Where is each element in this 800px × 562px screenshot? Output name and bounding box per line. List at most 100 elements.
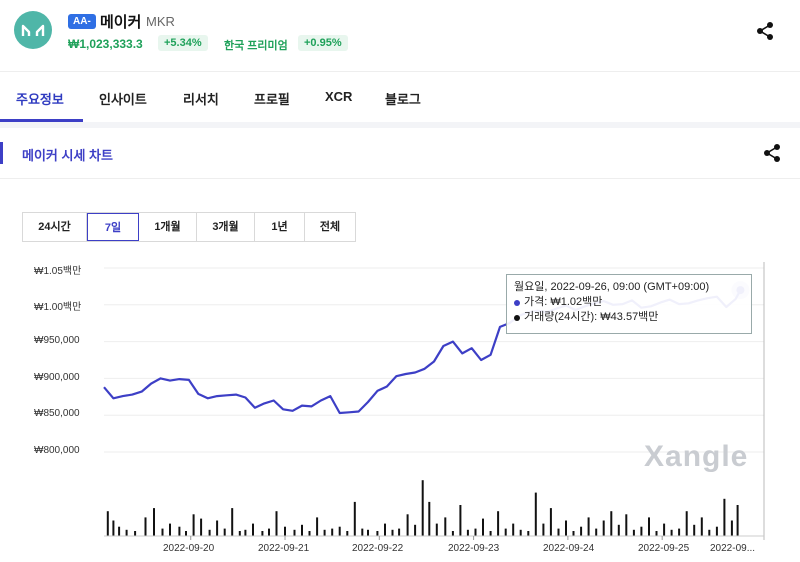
volume-bar (466, 529, 469, 536)
volume-bar (572, 531, 575, 536)
volume-bar (640, 526, 643, 536)
x-tick-label: 2022-09-25 (638, 543, 690, 554)
volume-bar (527, 531, 530, 536)
y-tick-label: ₩900,000 (34, 372, 80, 383)
price-chart-section-header: 메이커 시세 차트 (0, 128, 800, 179)
range-1m-button[interactable]: 1개월 (139, 213, 197, 241)
volume-bar (557, 528, 560, 536)
volume-bar (391, 529, 394, 536)
coin-header: AA- 메이커 MKR ₩1,023,333.3 +5.34% 한국 프리미엄 … (0, 0, 800, 70)
tab-profile[interactable]: 프로필 (254, 92, 290, 107)
volume-bar (338, 526, 341, 536)
range-selector: 24시간 7일 1개월 3개월 1년 전체 (22, 212, 356, 242)
volume-bar (252, 523, 254, 536)
volume-bar (284, 526, 286, 536)
volume-bar (293, 529, 296, 536)
volume-bar (118, 526, 121, 536)
volume-bar (580, 526, 583, 536)
tab-research[interactable]: 리서치 (183, 92, 219, 107)
chart-grid (104, 267, 764, 453)
volume-bar (715, 526, 718, 536)
volume-bar (700, 517, 703, 536)
volume-bar (685, 511, 688, 536)
volume-bar (301, 524, 303, 536)
y-tick-label: ₩800,000 (34, 445, 80, 456)
volume-bar (534, 492, 537, 536)
coin-symbol: MKR (146, 14, 175, 29)
tooltip-volume-row: 거래량(24시간): ₩43.57백만 (514, 310, 744, 325)
volume-bar (497, 511, 500, 536)
volume-bar (178, 526, 181, 536)
x-tick-label: 2022-09-24 (543, 543, 595, 554)
volume-bar (238, 531, 241, 536)
volume-bar (632, 529, 635, 536)
range-7d-button[interactable]: 7일 (87, 213, 139, 241)
volume-bar (610, 511, 613, 536)
tab-blog[interactable]: 블로그 (385, 92, 421, 107)
coin-price: ₩1,023,333.3 (68, 37, 143, 51)
volume-bar (730, 520, 733, 536)
volume-bar (153, 508, 155, 536)
volume-bar (459, 505, 462, 536)
volume-bar (474, 528, 477, 536)
range-1y-button[interactable]: 1년 (255, 213, 305, 241)
volume-bar (519, 529, 522, 536)
volume-bar (216, 520, 219, 536)
volume-bars (106, 480, 739, 536)
x-tick-label: 2022-09... (710, 543, 756, 554)
share-icon[interactable] (761, 142, 783, 164)
volume-bar (384, 523, 386, 536)
volume-bar (244, 529, 247, 536)
y-tick-label: ₩1.00백만 (34, 302, 82, 313)
range-3m-button[interactable]: 3개월 (197, 213, 255, 241)
volume-bar (708, 529, 711, 536)
volume-bar (134, 531, 137, 536)
volume-bar (655, 531, 658, 536)
volume-bar (398, 528, 401, 536)
active-tab-indicator (0, 119, 83, 122)
volume-bar (435, 523, 438, 536)
tab-xcr[interactable]: XCR (325, 89, 353, 104)
range-24h-button[interactable]: 24시간 (23, 213, 87, 241)
volume-bar (602, 520, 605, 536)
tooltip-price: 가격: ₩1.02백만 (524, 296, 603, 308)
volume-bar (200, 518, 203, 536)
volume-bar (587, 517, 590, 536)
volume-bar (231, 508, 234, 536)
volume-bar (678, 528, 681, 536)
price-change-badge: +5.34% (158, 35, 208, 51)
volume-bar (144, 517, 147, 536)
x-tick-label: 2022-09-22 (352, 543, 404, 554)
volume-bar (353, 501, 356, 536)
volume-bar (125, 529, 128, 536)
x-tick-label: 2022-09-21 (258, 543, 310, 554)
volume-bar (663, 523, 666, 536)
x-tick-label: 2022-09-20 (163, 543, 215, 554)
volume-bar (736, 505, 739, 536)
volume-bar (185, 531, 187, 536)
tab-overview[interactable]: 주요정보 (16, 92, 64, 107)
volume-bar (549, 508, 552, 536)
volume-bar (595, 528, 598, 536)
coin-name: 메이커 (100, 14, 142, 31)
volume-bar (192, 514, 195, 536)
korea-premium-label: 한국 프리미엄 (224, 40, 288, 52)
volume-bar (489, 531, 492, 536)
section-title: 메이커 시세 차트 (22, 148, 113, 163)
price-series-dot-icon (514, 299, 520, 306)
volume-bar (444, 517, 447, 536)
volume-bar (504, 528, 507, 536)
range-all-button[interactable]: 전체 (319, 221, 341, 233)
share-icon[interactable] (754, 20, 776, 42)
volume-bar (512, 523, 515, 536)
y-tick-label: ₩850,000 (34, 408, 80, 419)
volume-series-dot-icon (514, 314, 520, 321)
volume-bar (428, 501, 431, 536)
volume-bar (421, 480, 424, 536)
volume-bar (451, 531, 454, 536)
volume-bar (367, 529, 369, 536)
volume-bar (112, 520, 115, 536)
section-divider (0, 122, 800, 128)
tab-insight[interactable]: 인사이트 (99, 92, 147, 107)
xangle-watermark: Xangle (644, 440, 749, 473)
